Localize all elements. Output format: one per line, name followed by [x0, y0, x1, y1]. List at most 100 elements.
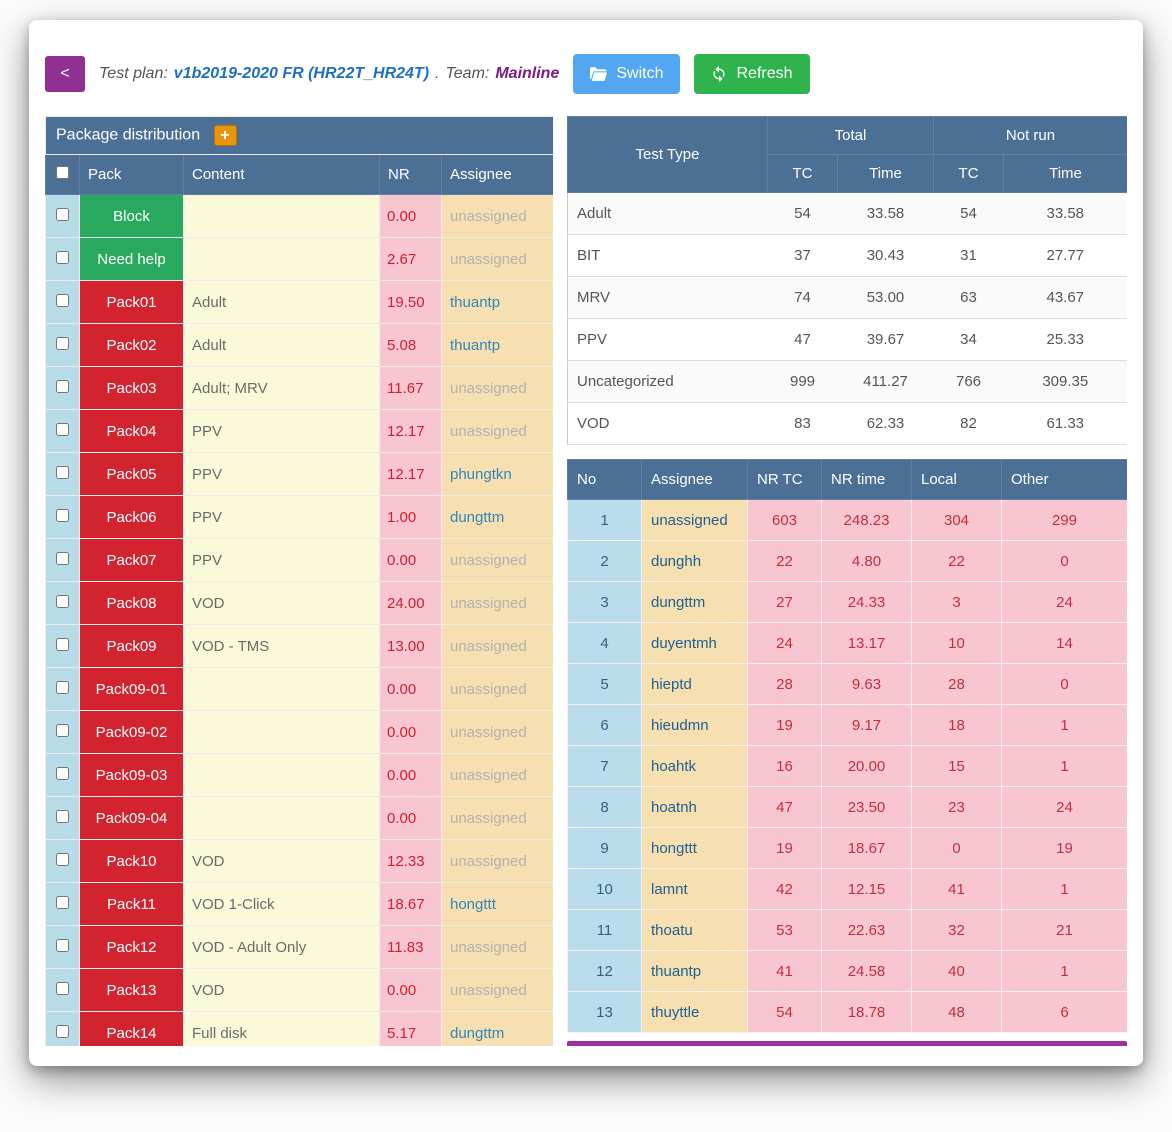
select-all-checkbox[interactable]: [56, 166, 69, 179]
assignee-row: 8 hoatnh 47 23.50 23 24: [567, 786, 1127, 828]
row-checkbox[interactable]: [56, 809, 69, 823]
pack-cell[interactable]: Pack09-01: [79, 667, 184, 711]
back-button[interactable]: <: [45, 56, 85, 92]
team-label: Team:: [445, 65, 490, 82]
package-row: Pack09 VOD - TMS 13.00 unassigned: [45, 624, 553, 668]
package-table-title-row: Package distribution +: [45, 116, 553, 155]
pack-cell[interactable]: Pack03: [79, 366, 184, 410]
assignee-cell[interactable]: thuantp: [440, 323, 553, 367]
pack-cell[interactable]: Pack13: [79, 968, 184, 1012]
assignee-cell[interactable]: unassigned: [440, 409, 553, 453]
assignee-cell[interactable]: unassigned: [440, 538, 553, 582]
row-checkbox[interactable]: [56, 293, 69, 307]
add-package-button[interactable]: +: [213, 125, 237, 146]
other-cell: 24: [1001, 581, 1127, 623]
nr-tc-cell: 16: [747, 745, 822, 787]
no-cell: 8: [567, 786, 642, 828]
switch-button-label: Switch: [616, 65, 664, 82]
assignee-cell[interactable]: thuantp: [440, 280, 553, 324]
pack-cell[interactable]: Pack09-04: [79, 796, 184, 840]
assignee-cell[interactable]: unassigned: [440, 968, 553, 1012]
pack-cell[interactable]: Pack04: [79, 409, 184, 453]
row-select-cell: [45, 667, 80, 711]
row-checkbox[interactable]: [56, 680, 69, 694]
row-checkbox[interactable]: [56, 938, 69, 952]
refresh-button[interactable]: Refresh: [694, 54, 810, 94]
row-select-cell: [45, 581, 80, 625]
plan-summary: Test plan: v1b2019-2020 FR (HR22T_HR24T).…: [99, 65, 559, 83]
row-checkbox[interactable]: [56, 336, 69, 350]
assignee-cell[interactable]: unassigned: [440, 753, 553, 797]
assignee-name-cell: thuantp: [641, 950, 748, 992]
col-other: Other: [1001, 459, 1127, 500]
pack-cell[interactable]: Pack09-02: [79, 710, 184, 754]
pack-cell[interactable]: Pack09-03: [79, 753, 184, 797]
row-checkbox[interactable]: [56, 1024, 69, 1038]
pack-cell[interactable]: Block: [79, 194, 184, 238]
row-checkbox[interactable]: [56, 207, 69, 221]
pack-cell[interactable]: Pack02: [79, 323, 184, 367]
nr-time-cell: 22.63: [821, 909, 912, 951]
pack-cell[interactable]: Pack01: [79, 280, 184, 324]
assignee-row: 9 hongttt 19 18.67 0 19: [567, 827, 1127, 869]
content-cell: VOD: [183, 839, 380, 883]
assignee-cell[interactable]: unassigned: [440, 194, 553, 238]
assignee-cell[interactable]: unassigned: [440, 796, 553, 840]
row-checkbox[interactable]: [56, 465, 69, 479]
assignee-cell[interactable]: unassigned: [440, 839, 553, 883]
local-cell: 40: [911, 950, 1002, 992]
nr-tc-cell: 24: [747, 622, 822, 664]
col-group-total: Total: [767, 116, 934, 155]
row-checkbox[interactable]: [56, 594, 69, 608]
package-table-title: Package distribution +: [45, 116, 553, 155]
assignee-cell[interactable]: dungttm: [440, 495, 553, 539]
pack-cell[interactable]: Need help: [79, 237, 184, 281]
assignee-cell[interactable]: unassigned: [440, 710, 553, 754]
switch-button[interactable]: Switch: [573, 54, 681, 94]
pack-cell[interactable]: Pack05: [79, 452, 184, 496]
assignee-cell[interactable]: phungtkn: [440, 452, 553, 496]
row-checkbox[interactable]: [56, 895, 69, 909]
notrun-tc-cell: 54: [933, 192, 1004, 235]
row-checkbox[interactable]: [56, 379, 69, 393]
pack-cell[interactable]: Pack10: [79, 839, 184, 883]
pack-cell[interactable]: Pack14: [79, 1011, 184, 1046]
assignee-table-header-row: No Assignee NR TC NR time Local Other: [567, 459, 1127, 500]
assignee-cell[interactable]: unassigned: [440, 237, 553, 281]
row-select-cell: [45, 796, 80, 840]
row-checkbox[interactable]: [56, 766, 69, 780]
nr-tc-cell: 22: [747, 540, 822, 582]
pack-cell[interactable]: Pack09: [79, 624, 184, 668]
nr-tc-cell: 42: [747, 868, 822, 910]
pack-cell[interactable]: Pack12: [79, 925, 184, 969]
pack-cell[interactable]: Pack08: [79, 581, 184, 625]
row-checkbox[interactable]: [56, 852, 69, 866]
separator-dot: .: [435, 65, 440, 82]
assignee-row: 11 thoatu 53 22.63 32 21: [567, 909, 1127, 951]
assignee-cell[interactable]: hongttt: [440, 882, 553, 926]
nr-cell: 5.08: [379, 323, 442, 367]
package-row: Pack09-02 0.00 unassigned: [45, 710, 553, 754]
nr-time-cell: 20.00: [821, 745, 912, 787]
pack-cell[interactable]: Pack11: [79, 882, 184, 926]
row-checkbox[interactable]: [56, 723, 69, 737]
test-type-header-group-row: Test Type Total Not run: [567, 116, 1127, 193]
package-row: Pack10 VOD 12.33 unassigned: [45, 839, 553, 883]
row-checkbox[interactable]: [56, 637, 69, 651]
package-row: Pack12 VOD - Adult Only 11.83 unassigned: [45, 925, 553, 969]
assignee-cell[interactable]: unassigned: [440, 581, 553, 625]
assignee-cell[interactable]: unassigned: [440, 667, 553, 711]
row-checkbox[interactable]: [56, 422, 69, 436]
row-checkbox[interactable]: [56, 250, 69, 264]
assignee-cell[interactable]: dungttm: [440, 1011, 553, 1046]
pack-cell[interactable]: Pack07: [79, 538, 184, 582]
assignee-cell[interactable]: unassigned: [440, 624, 553, 668]
assignee-cell[interactable]: unassigned: [440, 925, 553, 969]
assignee-row: 7 hoahtk 16 20.00 15 1: [567, 745, 1127, 787]
row-checkbox[interactable]: [56, 551, 69, 565]
test-type-summary-table: Test Type Total Not run TC Time TC Time …: [567, 116, 1127, 445]
pack-cell[interactable]: Pack06: [79, 495, 184, 539]
row-checkbox[interactable]: [56, 981, 69, 995]
assignee-cell[interactable]: unassigned: [440, 366, 553, 410]
row-checkbox[interactable]: [56, 508, 69, 522]
